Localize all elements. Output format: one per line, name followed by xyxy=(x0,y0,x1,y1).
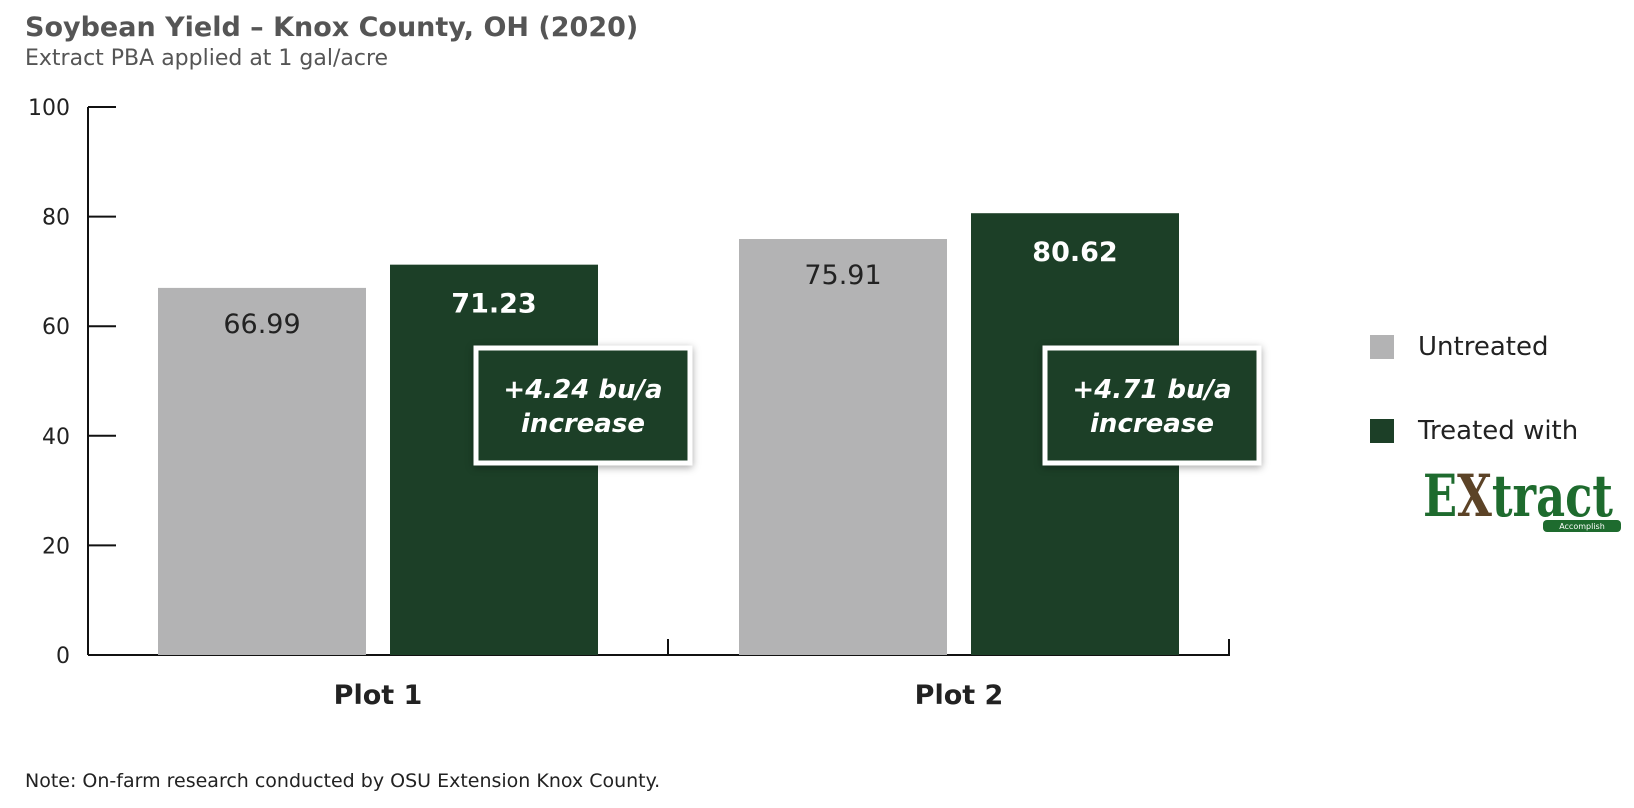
extract-logo: EXtract Accomplish xyxy=(1423,462,1621,532)
legend-swatch-treated xyxy=(1370,419,1394,443)
bar-untreated xyxy=(739,239,947,656)
x-category-label: Plot 2 xyxy=(915,680,1004,711)
increase-callout-text: increase xyxy=(521,409,645,439)
y-tick-label: 40 xyxy=(42,425,70,450)
y-tick-label: 80 xyxy=(42,206,70,231)
legend-label-untreated: Untreated xyxy=(1418,332,1549,362)
y-tick-label: 0 xyxy=(56,644,70,669)
legend-item-untreated: Untreated xyxy=(1370,332,1548,362)
footnote: Note: On-farm research conducted by OSU … xyxy=(25,770,661,792)
increase-callout-box xyxy=(1042,345,1262,466)
data-label-treated: 80.62 xyxy=(1032,237,1117,268)
x-category-label: Plot 1 xyxy=(334,680,423,711)
legend-item-treated: Treated with xyxy=(1370,416,1578,446)
svg-text:EXtract: EXtract xyxy=(1423,462,1613,530)
svg-text:Accomplish: Accomplish xyxy=(1559,522,1605,531)
y-tick-label: 20 xyxy=(42,534,70,559)
increase-callout-box xyxy=(473,345,693,466)
legend-swatch-untreated xyxy=(1370,335,1394,359)
legend-label-treated: Treated with xyxy=(1418,416,1579,446)
data-label-untreated: 66.99 xyxy=(223,309,300,340)
bar-untreated xyxy=(158,287,366,655)
increase-callout-value: +4.24 bu/a xyxy=(503,375,662,405)
increase-callout-text: increase xyxy=(1090,409,1214,439)
y-tick-label: 100 xyxy=(28,96,70,121)
chart-title: Soybean Yield – Knox County, OH (2020) xyxy=(25,12,639,43)
chart-subtitle: Extract PBA applied at 1 gal/acre xyxy=(25,46,389,71)
y-tick-label: 60 xyxy=(42,315,70,340)
increase-callout-value: +4.71 bu/a xyxy=(1072,375,1231,405)
data-label-untreated: 75.91 xyxy=(804,260,881,291)
data-label-treated: 71.23 xyxy=(451,289,536,320)
